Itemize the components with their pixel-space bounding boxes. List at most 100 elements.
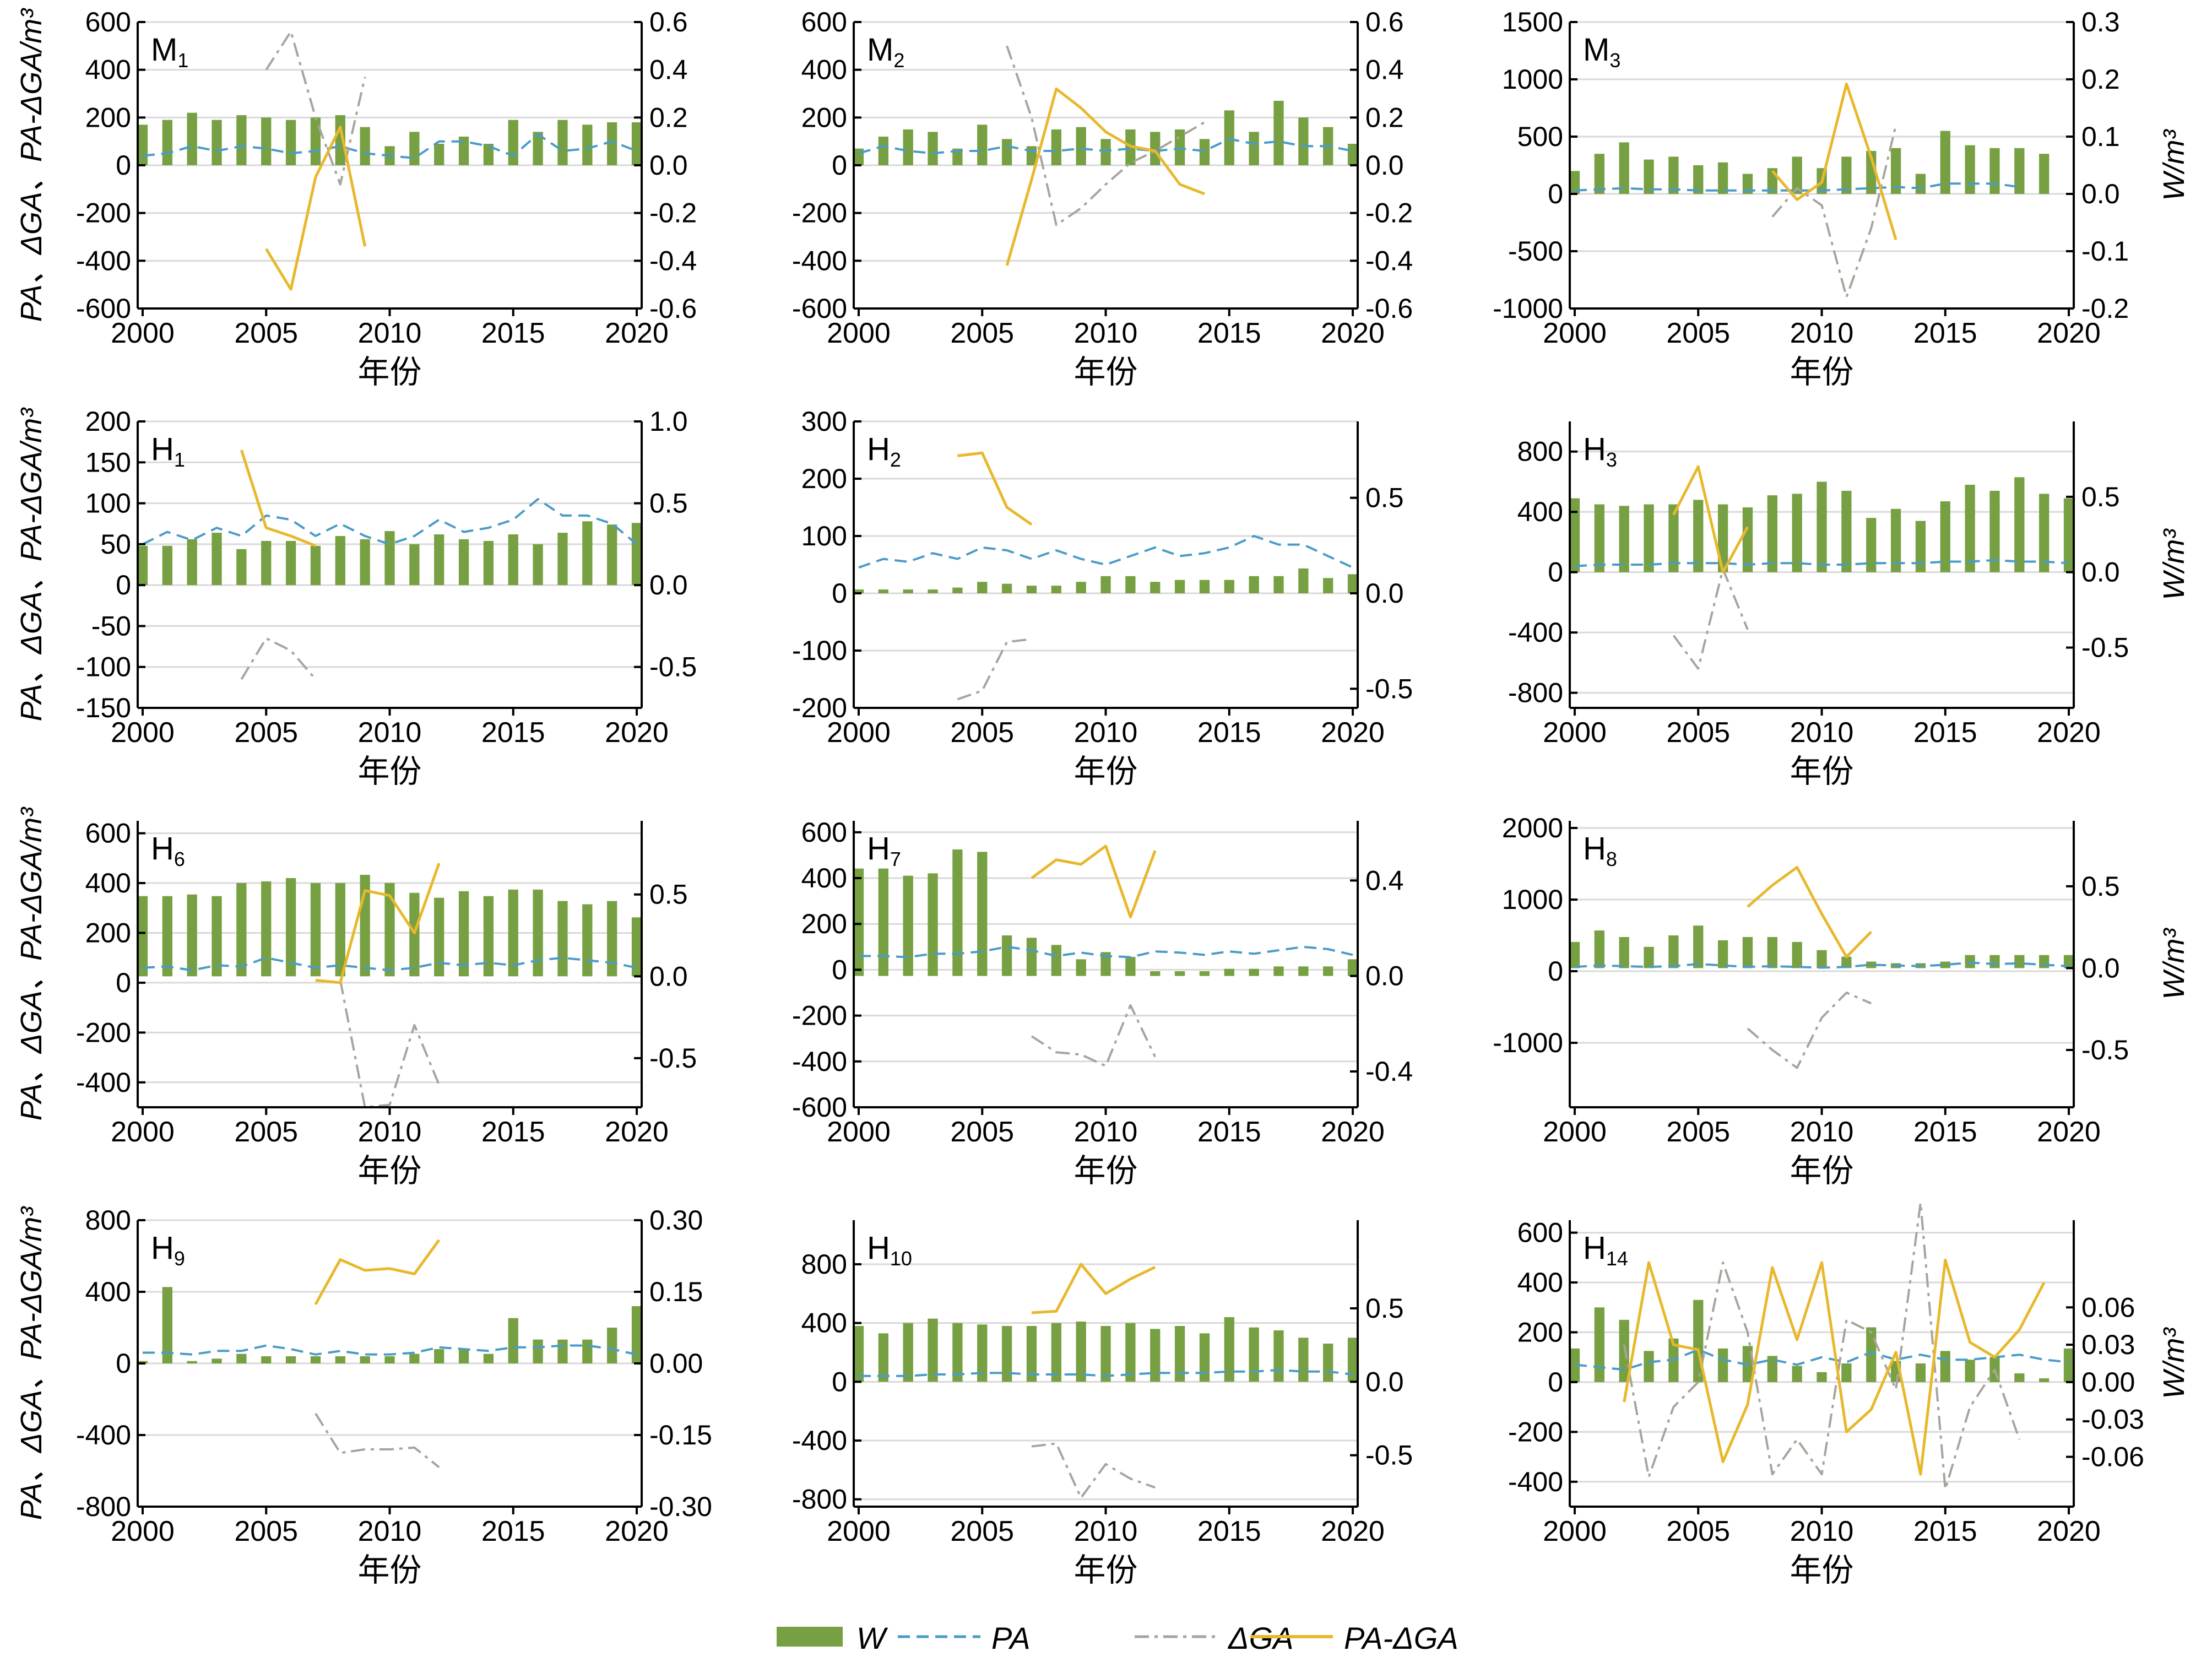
tick-label-right: -0.5 (2081, 1035, 2129, 1065)
bar-w (903, 1323, 913, 1382)
tick-label-left: -200 (76, 198, 131, 229)
tick-label-right: 0.3 (2081, 7, 2120, 37)
tick-label-left: 200 (85, 102, 131, 133)
tick-label-left: 600 (85, 818, 131, 849)
bar-w (1817, 481, 1827, 572)
bar-w (1717, 1348, 1728, 1382)
bar-w (1249, 132, 1259, 165)
tick-label-right: 0.2 (1365, 102, 1404, 133)
line-dga (339, 980, 441, 1108)
tick-label-right: 0.4 (1365, 865, 1404, 896)
bar-w (1051, 945, 1061, 976)
bar-w (1100, 576, 1111, 593)
tick-label-right: 0.4 (1365, 55, 1404, 85)
tick-label-x: 2010 (1074, 1515, 1138, 1547)
bar-w (360, 127, 370, 165)
line-dga (1031, 1442, 1156, 1499)
bar-w (261, 540, 272, 586)
tick-label-right: -0.15 (649, 1420, 712, 1450)
y-axis-label-right: W/m³ (2157, 528, 2191, 600)
bar-w (1841, 156, 1852, 194)
bar-w (878, 137, 888, 165)
tick-label-x: 2000 (827, 317, 891, 349)
bar-w (557, 120, 568, 165)
bar-w (928, 873, 938, 976)
tick-label-left: -400 (792, 1425, 847, 1456)
tick-label-right: 0.5 (2081, 871, 2120, 902)
tick-label-x: 2000 (1543, 317, 1607, 349)
tick-label-left: -200 (792, 1000, 847, 1031)
tick-label-x: 2000 (1543, 1116, 1607, 1148)
tick-label-left: -200 (76, 1017, 131, 1048)
y-axis-label-right: W/m³ (2157, 928, 2191, 1000)
line-pa (1574, 559, 2069, 567)
tick-label-left: -800 (76, 1491, 131, 1522)
bar-w (1767, 1356, 1777, 1382)
tick-label-left: 400 (801, 863, 847, 894)
tick-label-x: 2005 (950, 317, 1014, 349)
tick-label-left: 0 (832, 1366, 847, 1397)
tick-label-left: 800 (1517, 436, 1563, 467)
bar-w (1199, 1333, 1210, 1382)
bar-w (1001, 139, 1012, 165)
tick-label-right: -0.1 (2081, 236, 2129, 267)
tick-label-left: 200 (801, 463, 847, 494)
tick-label-left: -50 (91, 610, 131, 641)
bar-w (1076, 582, 1086, 593)
bar-w (2014, 148, 2025, 194)
tick-label-left: -1000 (1493, 293, 1563, 324)
bar-w (1792, 1366, 1802, 1382)
tick-label-left: -400 (792, 245, 847, 276)
bar-w (928, 589, 938, 593)
line-pa (1574, 961, 2069, 969)
bar-w (409, 544, 420, 586)
panel-h10: 800 400 0 -400 -800 0.5 0.0 -0.5 2000 2005 2010 201… (792, 1220, 1413, 1588)
bar-w (1224, 1317, 1234, 1382)
bar-w (1569, 171, 1580, 194)
tick-label-x: 2010 (358, 1515, 422, 1547)
tick-label-left: 0 (116, 967, 131, 998)
bar-w (1249, 1327, 1259, 1382)
line-padga (957, 451, 1033, 526)
tick-label-left: 800 (85, 1205, 131, 1236)
tick-label-x: 2005 (1666, 317, 1730, 349)
tick-label-left: -400 (76, 245, 131, 276)
bar-w (458, 891, 469, 977)
bar-w (1125, 957, 1136, 976)
line-pa (142, 498, 638, 545)
bar-w (1026, 938, 1037, 976)
tick-label-right: 0.6 (649, 7, 688, 37)
tick-label-left: 200 (85, 406, 131, 437)
panel-title: H2 (867, 431, 901, 471)
bar-w (1619, 142, 1629, 194)
tick-label-x: 2010 (1074, 717, 1138, 749)
bar-w (1150, 971, 1161, 976)
bar-w (1026, 586, 1037, 593)
bar-w (1866, 518, 1877, 572)
bar-w (1817, 1372, 1827, 1382)
bar-w (1940, 131, 1950, 194)
tick-label-left: -400 (1508, 1466, 1563, 1497)
bar-w (582, 1339, 593, 1363)
tick-label-left: 800 (801, 1249, 847, 1280)
bar-w (1224, 580, 1234, 593)
bar-w (1347, 959, 1358, 976)
bar-w (1866, 1327, 1877, 1382)
tick-label-right: 0.00 (649, 1348, 703, 1379)
bar-w (2063, 1348, 2074, 1382)
bar-w (1199, 580, 1210, 593)
bar-w (285, 120, 296, 165)
bar-w (1940, 961, 1950, 968)
bar-w (533, 544, 543, 586)
bar-w (508, 1318, 518, 1363)
bar-w (1742, 936, 1753, 968)
bar-w (1051, 129, 1061, 165)
bar-w (384, 531, 395, 586)
bar-w (1989, 490, 2000, 572)
bar-w (409, 892, 420, 977)
tick-label-left: 400 (1517, 496, 1563, 527)
bar-w (1273, 576, 1284, 593)
bar-w (1890, 148, 1901, 194)
